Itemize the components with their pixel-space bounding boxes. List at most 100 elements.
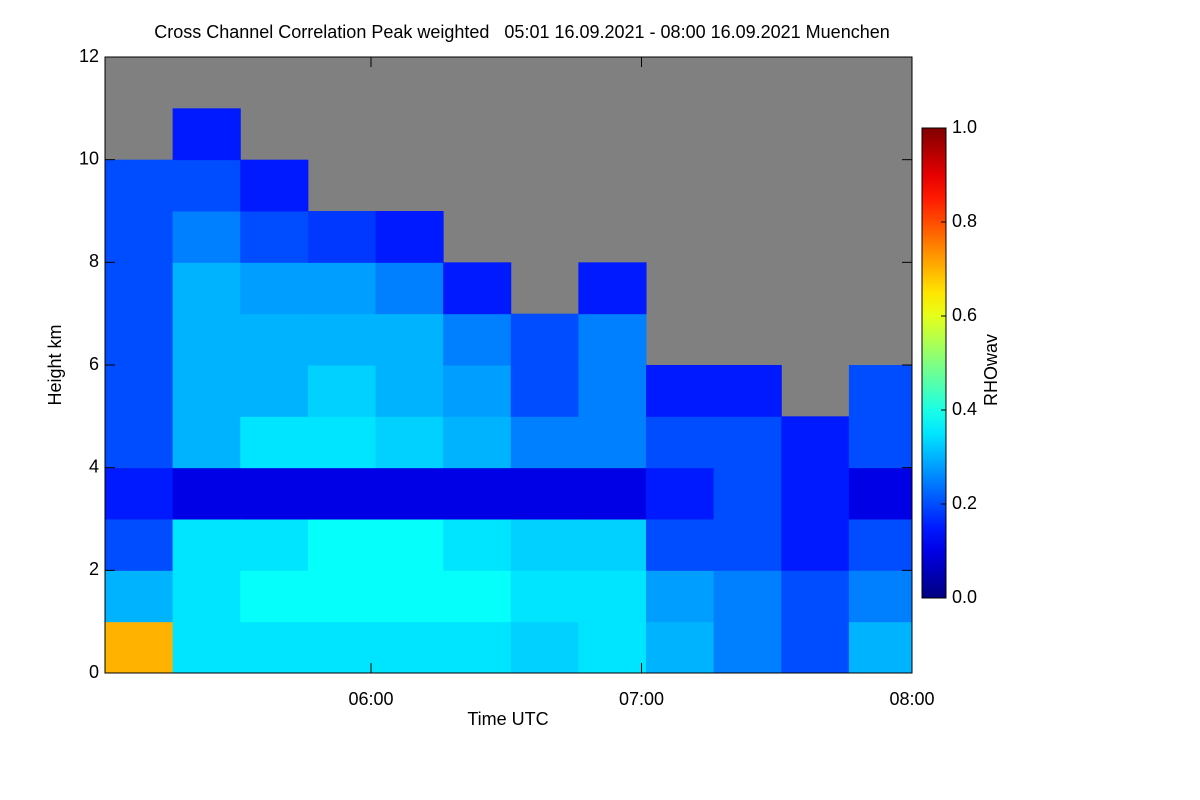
heatmap-cell — [240, 211, 309, 263]
heatmap-cell — [240, 467, 309, 520]
y-tick-label: 12 — [79, 46, 99, 66]
heatmap-cell — [172, 519, 241, 571]
heatmap-cell — [510, 416, 579, 469]
heatmap-cell — [510, 313, 579, 366]
heatmap-cell — [105, 211, 174, 263]
heatmap-cell — [375, 621, 444, 673]
heatmap-cell — [375, 570, 444, 623]
colorbar-tick-label: 0.0 — [952, 587, 977, 607]
heatmap-cell — [713, 467, 782, 520]
heatmap-cell — [240, 262, 309, 315]
heatmap-cell — [105, 365, 174, 417]
y-tick-label: 8 — [89, 251, 99, 271]
heatmap-cell — [375, 467, 444, 520]
heatmap-cell — [172, 467, 241, 520]
heatmap-cell — [578, 621, 647, 673]
heatmap-cell — [105, 262, 174, 315]
heatmap-cell — [443, 262, 512, 315]
heatmap-cell — [172, 313, 241, 366]
heatmap-cell — [375, 365, 444, 417]
heatmap-cell — [307, 262, 377, 315]
colorbar-tick-label: 1.0 — [952, 117, 977, 137]
y-tick-label: 0 — [89, 662, 99, 682]
heatmap — [105, 108, 912, 673]
heatmap-cell — [375, 211, 444, 263]
colorbar-tick-label: 0.6 — [952, 305, 977, 325]
heatmap-cell — [240, 570, 309, 623]
heatmap-cell — [172, 365, 241, 417]
heatmap-cell — [172, 159, 241, 212]
heatmap-cell — [781, 416, 850, 469]
heatmap-cell — [307, 467, 377, 520]
heatmap-cell — [375, 416, 444, 469]
chart-title: Cross Channel Correlation Peak weighted … — [154, 22, 890, 42]
heatmap-cell — [646, 621, 715, 673]
heatmap-cell — [848, 519, 912, 571]
colorbar-label: RHOwav — [981, 334, 1001, 406]
x-tick-label: 06:00 — [348, 689, 393, 709]
heatmap-cell — [240, 621, 309, 673]
heatmap-cell — [375, 519, 444, 571]
heatmap-cell — [443, 313, 512, 366]
heatmap-cell — [172, 570, 241, 623]
heatmap-cell — [713, 416, 782, 469]
heatmap-cell — [105, 467, 174, 520]
heatmap-cell — [307, 519, 377, 571]
heatmap-cell — [646, 519, 715, 571]
heatmap-cell — [510, 519, 579, 571]
heatmap-cell — [240, 416, 309, 469]
heatmap-cell — [781, 621, 850, 673]
heatmap-cell — [578, 467, 647, 520]
heatmap-cell — [510, 570, 579, 623]
colorbar-tick-label: 0.8 — [952, 211, 977, 231]
x-axis-label: Time UTC — [467, 709, 548, 729]
heatmap-cell — [375, 313, 444, 366]
heatmap-cell — [848, 467, 912, 520]
y-axis-label: Height km — [45, 324, 65, 405]
heatmap-cell — [713, 570, 782, 623]
heatmap-cell — [105, 313, 174, 366]
heatmap-cell — [105, 159, 174, 212]
heatmap-cell — [172, 211, 241, 263]
heatmap-cell — [578, 262, 647, 315]
heatmap-cell — [240, 519, 309, 571]
heatmap-cell — [781, 570, 850, 623]
heatmap-cell — [848, 621, 912, 673]
colorbar — [921, 127, 947, 599]
heatmap-cell — [172, 262, 241, 315]
heatmap-cell — [510, 621, 579, 673]
heatmap-cell — [172, 416, 241, 469]
heatmap-cell — [375, 262, 444, 315]
heatmap-cell — [578, 365, 647, 417]
heatmap-cell — [443, 570, 512, 623]
heatmap-cell — [578, 416, 647, 469]
heatmap-cell — [105, 416, 174, 469]
heatmap-cell — [443, 519, 512, 571]
y-tick-label: 2 — [89, 559, 99, 579]
colorbar-tick-label: 0.2 — [952, 493, 977, 513]
heatmap-cell — [646, 416, 715, 469]
heatmap-cell — [848, 570, 912, 623]
heatmap-cell — [307, 211, 377, 263]
y-tick-label: 10 — [79, 148, 99, 168]
heatmap-cell — [105, 621, 174, 673]
heatmap-cell — [240, 159, 309, 212]
heatmap-cell — [646, 365, 715, 417]
heatmap-cell — [240, 365, 309, 417]
x-tick-label: 08:00 — [889, 689, 934, 709]
colorbar-tick-label: 0.4 — [952, 399, 977, 419]
y-tick-label: 4 — [89, 456, 99, 476]
heatmap-cell — [848, 365, 912, 417]
heatmap-cell — [105, 570, 174, 623]
heatmap-cell — [443, 621, 512, 673]
heatmap-cell — [848, 416, 912, 469]
heatmap-cell — [578, 519, 647, 571]
heatmap-cell — [781, 467, 850, 520]
x-tick-label: 07:00 — [619, 689, 664, 709]
heatmap-cell — [713, 621, 782, 673]
heatmap-cell — [713, 365, 782, 417]
y-tick-label: 6 — [89, 354, 99, 374]
heatmap-cell — [105, 519, 174, 571]
heatmap-cell — [307, 365, 377, 417]
